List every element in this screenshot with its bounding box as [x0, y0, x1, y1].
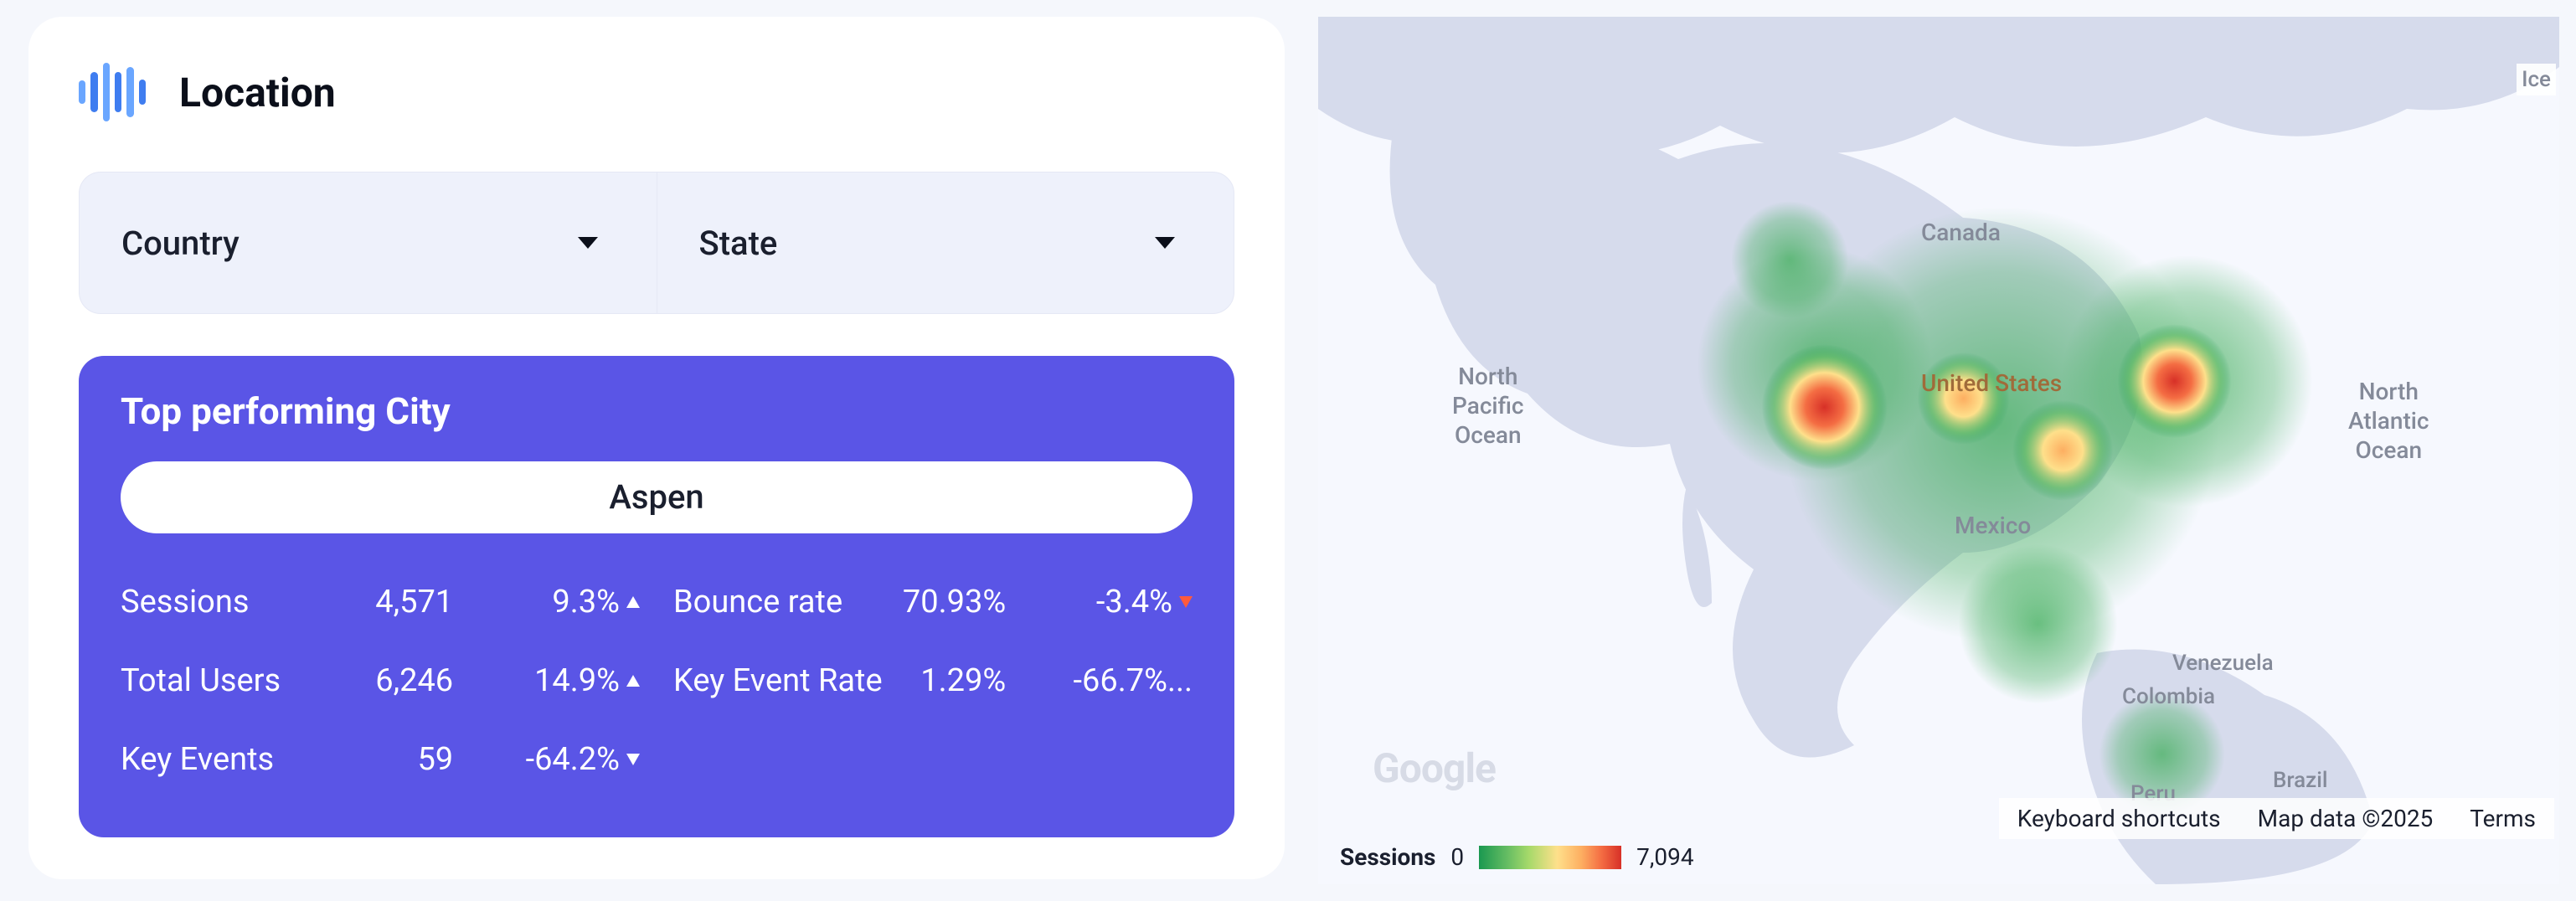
top-city-panel: Top performing City Aspen Sessions4,5719… [79, 356, 1234, 837]
legend-max: 7,094 [1636, 843, 1693, 871]
heatmap-map[interactable]: Canada United States Mexico Venezuela Co… [1318, 17, 2559, 884]
terms-link[interactable]: Terms [2451, 798, 2554, 839]
caret-down-icon [578, 237, 598, 249]
panel-title: Top performing City [121, 389, 1193, 433]
metric-value: 4,571 [330, 584, 461, 620]
caret-down-icon [1155, 237, 1175, 249]
metric-delta: 9.3% [461, 584, 640, 620]
metric-label: Bounce rate [673, 584, 883, 620]
metric-label: Key Events [121, 741, 330, 778]
metric-row: Total Users6,24614.9% [121, 662, 640, 699]
google-logo: Google [1373, 744, 1496, 792]
keyboard-shortcuts-link[interactable]: Keyboard shortcuts [1999, 798, 2239, 839]
state-dropdown[interactable]: State [657, 172, 1235, 314]
city-pill[interactable]: Aspen [121, 461, 1193, 533]
map-label-canada: Canada [1921, 218, 2001, 247]
map-label-venezuela: Venezuela [2172, 650, 2274, 677]
map-legend: Sessions 0 7,094 [1340, 843, 1694, 871]
metric-delta: 14.9% [461, 662, 640, 699]
map-data-text: Map data ©2025 [2239, 798, 2452, 839]
metric-delta: -3.4% [1014, 584, 1193, 620]
metric-row: Sessions4,5719.3% [121, 584, 640, 620]
arrow-up-icon [626, 596, 640, 608]
map-label-colombia: Colombia [2122, 683, 2215, 711]
card-header: Location [79, 59, 1234, 126]
metric-value: 59 [330, 741, 461, 778]
dropdown-label: State [699, 224, 778, 263]
metric-label: Key Event Rate [673, 662, 883, 699]
metric-delta: -64.2% [461, 741, 640, 778]
legend-min: 0 [1450, 843, 1464, 871]
legend-label: Sessions [1340, 843, 1435, 871]
country-dropdown[interactable]: Country [79, 172, 657, 314]
metric-row: Key Event Rate1.29%-66.7%... [673, 662, 1193, 699]
map-label-npacific: NorthPacificOcean [1452, 362, 1524, 450]
metric-value: 1.29% [883, 662, 1014, 699]
metric-value: 6,246 [330, 662, 461, 699]
map-label-natlantic: NorthAtlanticOcean [2348, 377, 2429, 465]
metric-row: Bounce rate70.93%-3.4% [673, 584, 1193, 620]
dropdown-label: Country [121, 224, 240, 263]
location-card: Location Country State Top performing Ci… [28, 17, 1285, 879]
arrow-down-icon [1179, 596, 1193, 608]
metric-label: Sessions [121, 584, 330, 620]
arrow-down-icon [626, 754, 640, 765]
map-label-brazil: Brazil [2273, 767, 2328, 795]
dropdown-row: Country State [79, 172, 1234, 314]
map-label-mexico: Mexico [1955, 511, 2031, 540]
map-label-us: United States [1921, 368, 2062, 398]
metrics-grid: Sessions4,5719.3% Bounce rate70.93%-3.4% T… [121, 584, 1193, 778]
metric-delta: -66.7%... [1014, 662, 1193, 699]
bar-logo-icon [79, 59, 146, 126]
metric-row: Key Events59-64.2% [121, 741, 640, 778]
metric-value: 70.93% [883, 584, 1014, 620]
card-title: Location [179, 69, 336, 116]
legend-gradient-bar [1479, 846, 1621, 869]
map-attribution: Keyboard shortcuts Map data ©2025 Terms [1999, 798, 2554, 839]
map-label-iceland-clip: Ice [2517, 64, 2556, 95]
arrow-up-icon [626, 675, 640, 687]
metric-label: Total Users [121, 662, 330, 699]
